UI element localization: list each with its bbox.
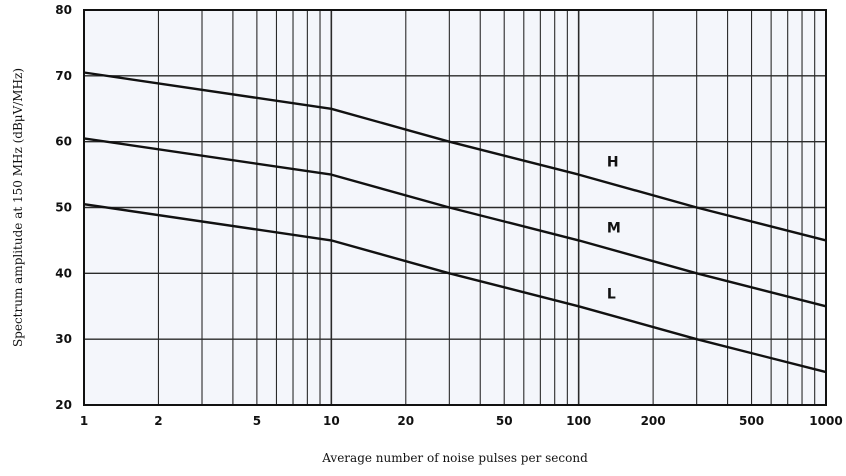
y-tick-label: 80 bbox=[55, 3, 72, 17]
y-tick-label: 50 bbox=[55, 201, 72, 215]
y-axis-label: Spectrum amplitude at 150 MHz (dBμV/MHz) bbox=[11, 68, 25, 347]
series-line-M bbox=[83, 137, 827, 308]
y-tick-label: 30 bbox=[55, 332, 72, 346]
x-tick-label: 200 bbox=[641, 414, 666, 428]
series-label-L: L bbox=[607, 286, 616, 302]
x-tick-label: 2 bbox=[154, 414, 162, 428]
series-lines bbox=[83, 71, 827, 374]
x-tick-label: 1000 bbox=[809, 414, 842, 428]
x-tick-labels: 1 2 5 10 20 50 100 200 500 1000 bbox=[80, 414, 843, 428]
x-tick-label: 1 bbox=[80, 414, 88, 428]
series-labels: H M L bbox=[607, 155, 621, 303]
x-tick-label: 50 bbox=[496, 414, 513, 428]
x-tick-label: 5 bbox=[253, 414, 261, 428]
y-tick-label: 40 bbox=[55, 266, 72, 280]
y-tick-label: 20 bbox=[55, 398, 72, 412]
plot-frame bbox=[83, 9, 827, 406]
x-tick-label: 100 bbox=[566, 414, 591, 428]
series-label-H: H bbox=[607, 155, 619, 171]
x-axis-label: Average number of noise pulses per secon… bbox=[321, 451, 588, 465]
series-line-H bbox=[83, 71, 827, 242]
y-tick-labels: 20 30 40 50 60 70 80 bbox=[55, 3, 72, 412]
x-tick-label: 500 bbox=[739, 414, 764, 428]
series-label-M: M bbox=[607, 220, 621, 236]
y-tick-label: 60 bbox=[55, 135, 72, 149]
y-tick-label: 70 bbox=[55, 69, 72, 83]
series-line-L bbox=[83, 203, 827, 374]
x-tick-label: 20 bbox=[397, 414, 414, 428]
x-tick-label: 10 bbox=[323, 414, 340, 428]
